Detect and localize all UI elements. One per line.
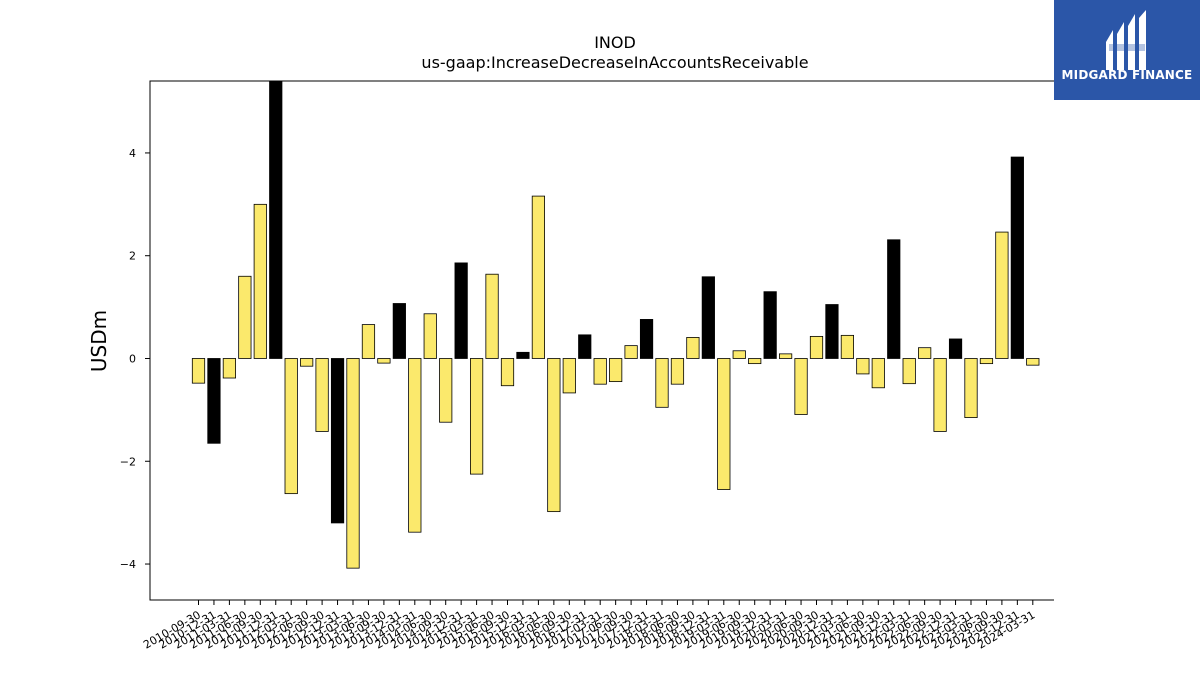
- bar-2022-06-30: [918, 347, 932, 359]
- bar-2016-09-30: [562, 358, 576, 394]
- midgard-finance-logo: MIDGARD FINANCE: [1054, 0, 1200, 100]
- bar-2023-03-31: [964, 358, 978, 418]
- bar-2014-12-31: [454, 262, 468, 359]
- y-axis-ticks: −4 −2 0 2 4: [120, 147, 150, 571]
- bar-2017-09-30: [624, 345, 638, 359]
- bar-2023-06-30: [979, 358, 994, 365]
- bar-2020-12-31: [825, 304, 839, 359]
- bar-2015-09-30: [500, 358, 515, 387]
- bar-2013-03-31: [346, 358, 360, 569]
- bar-2022-09-30: [933, 358, 947, 432]
- bar-2017-12-31: [639, 319, 654, 359]
- y-tick-label: −4: [120, 558, 136, 571]
- y-tick-label: −2: [120, 455, 136, 468]
- chart-title: INOD: [594, 33, 636, 52]
- bar-2024-03-31: [1026, 358, 1040, 366]
- bar-2014-06-30: [423, 313, 437, 359]
- bar-2015-12-31: [516, 351, 530, 359]
- y-tick-label: 0: [129, 352, 136, 365]
- bar-2011-06-30: [238, 275, 252, 359]
- bar-2012-12-31: [330, 358, 345, 524]
- midgard-logo-icon: [1054, 0, 1200, 100]
- bar-2020-06-30: [794, 358, 808, 415]
- bar-2019-12-31: [763, 291, 777, 359]
- bar-2011-12-31: [269, 80, 283, 359]
- brand-name: MIDGARD FINANCE: [1061, 68, 1193, 82]
- bar-2012-06-30: [300, 358, 314, 367]
- bar-2010-12-31: [207, 358, 221, 444]
- bar-2013-09-30: [377, 358, 391, 364]
- bar-2015-03-31: [469, 358, 484, 475]
- y-tick-label: 2: [129, 250, 136, 263]
- bar-2020-09-30: [809, 335, 824, 359]
- bars: [191, 80, 1040, 569]
- bar-2013-06-30: [361, 324, 376, 359]
- bar-2019-06-30: [732, 350, 746, 359]
- bar-2022-12-31: [948, 338, 963, 359]
- bar-2013-12-31: [392, 303, 406, 359]
- bar-2021-12-31: [887, 239, 901, 359]
- bar-2018-12-31: [701, 276, 715, 359]
- bar-2019-03-31: [717, 358, 731, 490]
- bar-2016-03-31: [531, 195, 546, 359]
- bar-2012-03-31: [284, 358, 298, 495]
- bar-2018-06-30: [670, 358, 685, 385]
- y-tick-label: 4: [129, 147, 136, 160]
- chart: INOD us-gaap:IncreaseDecreaseInAccountsR…: [87, 33, 1054, 652]
- bar-2019-09-30: [748, 358, 762, 365]
- bar-2011-03-31: [222, 358, 236, 379]
- bar-2023-12-31: [1010, 156, 1024, 359]
- bar-2017-03-31: [593, 358, 607, 385]
- bar-2016-12-31: [578, 334, 592, 359]
- bar-2015-06-30: [485, 273, 499, 359]
- bar-2018-09-30: [686, 337, 700, 359]
- chart-subtitle: us-gaap:IncreaseDecreaseInAccountsReceiv…: [421, 53, 808, 72]
- y-axis-label: USDm: [87, 310, 111, 372]
- bar-2014-09-30: [439, 358, 453, 423]
- bar-2020-03-31: [779, 353, 793, 359]
- x-axis-ticks: 2010-09-302010-12-312011-03-312011-06-30…: [141, 600, 1037, 652]
- bar-2017-06-30: [609, 358, 623, 383]
- bar-2021-03-31: [840, 334, 855, 359]
- bar-2011-09-30: [253, 203, 267, 359]
- bar-2014-03-31: [408, 358, 422, 533]
- bar-2012-09-30: [315, 358, 329, 432]
- plot-frame: [149, 80, 1054, 601]
- bar-2010-09-30: [191, 358, 206, 384]
- bar-2018-03-31: [655, 358, 669, 408]
- bar-2021-06-30: [856, 358, 870, 375]
- bar-2021-09-30: [871, 358, 885, 389]
- bar-2022-03-31: [902, 358, 916, 385]
- bar-2016-06-30: [547, 358, 561, 513]
- bar-2023-09-30: [995, 231, 1009, 359]
